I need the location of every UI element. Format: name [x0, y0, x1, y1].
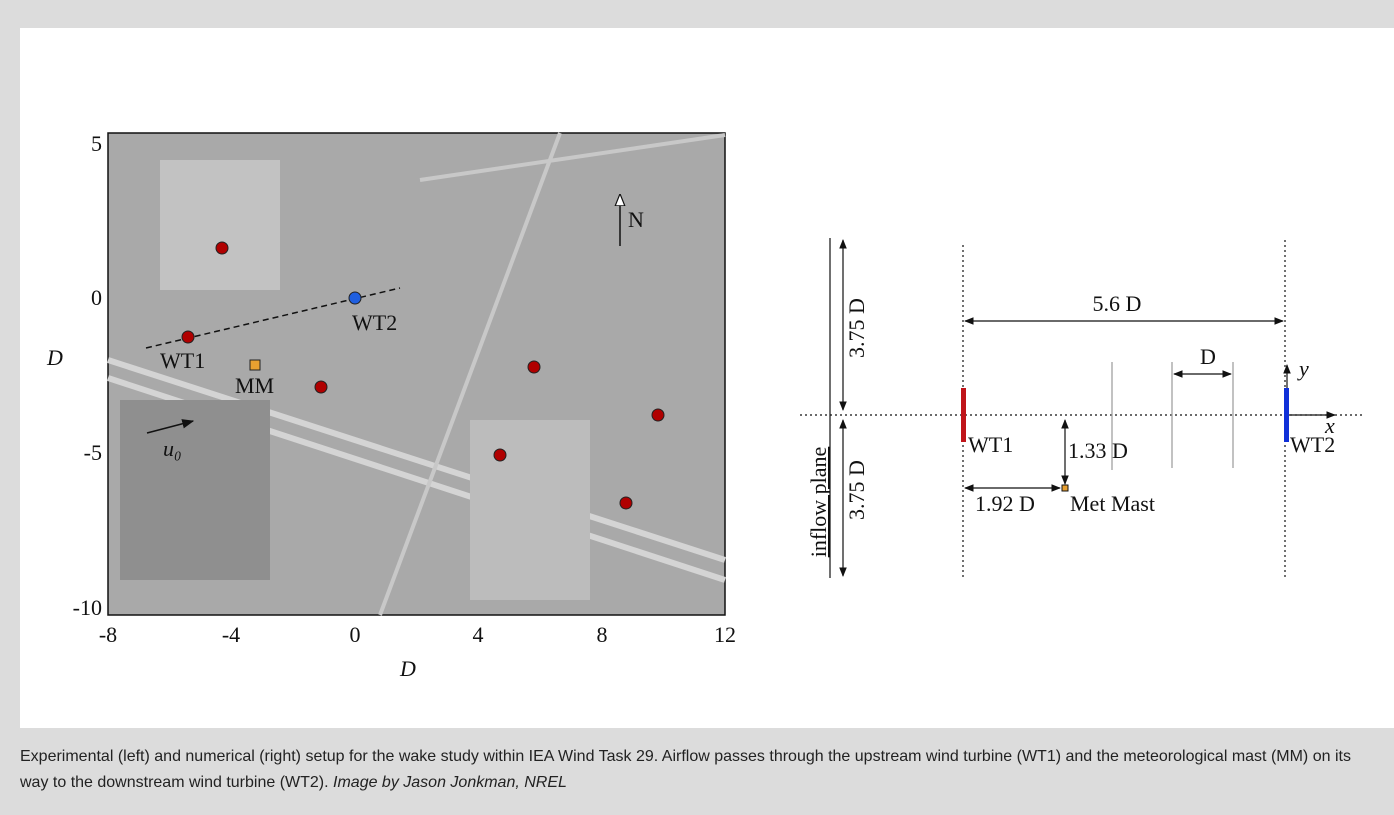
field [120, 400, 270, 580]
x-ticks: -8 -4 0 4 8 12 [99, 622, 736, 647]
label: Met Mast [1070, 491, 1155, 516]
axis-label: D [399, 656, 416, 681]
label: y [1297, 356, 1309, 381]
label: N [628, 207, 644, 232]
y-ticks: 5 0 -5 -10 [73, 131, 102, 620]
x-tick-label: 4 [473, 622, 484, 647]
label: WT2 [352, 310, 397, 335]
axis-label: D [46, 345, 63, 370]
caption: Experimental (left) and numerical (right… [20, 744, 1370, 796]
schematic [800, 238, 1365, 578]
label: 1.33 D [1068, 438, 1128, 463]
road [378, 132, 726, 616]
met-mast [249, 359, 261, 371]
label: WT2 [1290, 432, 1335, 457]
wind-arrow [146, 419, 195, 434]
turbine [314, 380, 328, 394]
x-tick-label: 8 [597, 622, 608, 647]
label: x [1324, 413, 1335, 438]
x-tick-label: -8 [99, 622, 117, 647]
turbine [215, 241, 229, 255]
x-tick-label: 0 [350, 622, 361, 647]
turbine [527, 360, 541, 374]
label: 3.75 D [844, 460, 869, 520]
label: u₀ [163, 436, 182, 461]
label: inflow plane [806, 447, 831, 558]
met-mast [1061, 484, 1069, 492]
turbines [181, 241, 665, 510]
label: 5.6 D [1093, 291, 1142, 316]
y-tick-label: -5 [84, 440, 102, 465]
label: WT1 [160, 348, 205, 373]
field [470, 420, 590, 600]
x-tick-label: 12 [714, 622, 736, 647]
turbine-wt2 [348, 291, 362, 305]
wt2-rotor [1284, 388, 1289, 442]
sample-planes [1111, 362, 1234, 470]
field [160, 160, 280, 290]
y-tick-label: -10 [73, 595, 102, 620]
label: D [1200, 344, 1216, 369]
y-tick-label: 5 [91, 131, 102, 156]
caption-credit: Image by Jason Jonkman, NREL [333, 774, 567, 791]
turbine [619, 496, 633, 510]
turbine [651, 408, 665, 422]
turbine [493, 448, 507, 462]
label: 3.75 D [844, 298, 869, 358]
label: WT1 [968, 432, 1013, 457]
label: MM [235, 373, 274, 398]
wt1-rotor [961, 388, 966, 442]
y-tick-label: 0 [91, 285, 102, 310]
label: 1.92 D [975, 491, 1035, 516]
x-tick-label: -4 [222, 622, 240, 647]
figure-svg: WT1 WT2 MM N u₀ 5 0 -5 -10 -8 -4 0 4 8 1… [46, 131, 1365, 681]
turbine [181, 330, 195, 344]
map-plot: WT1 WT2 MM N u₀ 5 0 -5 -10 -8 -4 0 4 8 1… [46, 131, 736, 681]
caption-text: Experimental (left) and numerical (right… [20, 748, 1351, 791]
